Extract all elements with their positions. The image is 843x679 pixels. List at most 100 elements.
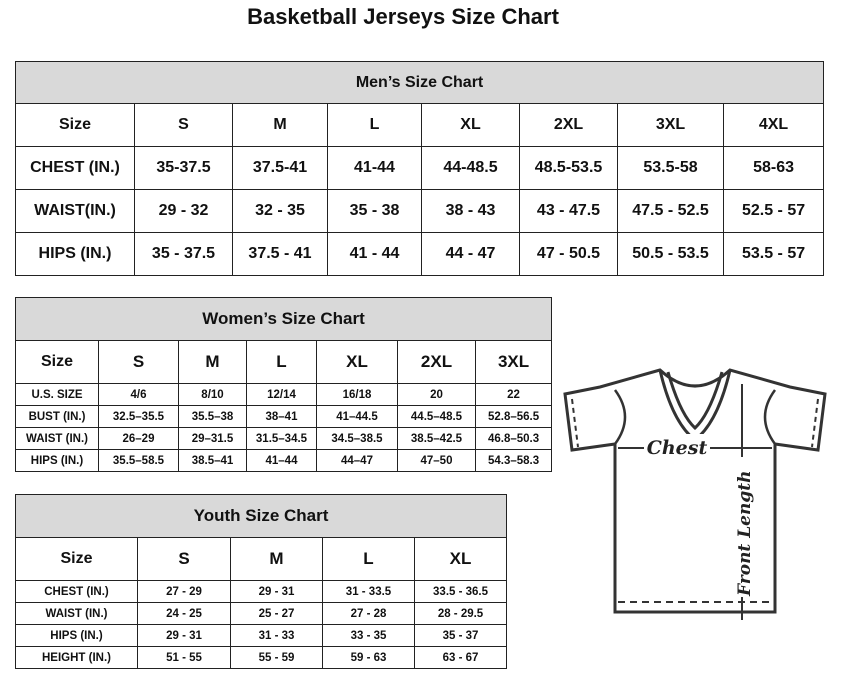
table-cell: 38.5–41 <box>178 449 247 472</box>
table-cell: 28 - 29.5 <box>413 602 508 625</box>
chest-label: Chest <box>647 437 708 459</box>
table-cell: 53.5 - 57 <box>722 232 825 276</box>
table-cell: 8/10 <box>178 383 247 406</box>
table-cell: 35.5–58.5 <box>98 449 179 472</box>
row-label: WAIST(IN.) <box>15 189 135 233</box>
table-cell: 38.5–42.5 <box>397 427 476 450</box>
size-column-header: 3XL <box>474 340 553 384</box>
table-row: WAIST (IN.) 26–29 29–31.5 31.5–34.5 34.5–38.… <box>15 427 553 450</box>
table-row: HIPS (IN.) 35 - 37.5 37.5 - 41 41 - 44 44 - … <box>15 232 825 276</box>
table-cell: 37.5-41 <box>232 146 328 190</box>
table-row: HIPS (IN.) 35.5–58.5 38.5–41 41–44 44–47 47–5… <box>15 449 553 472</box>
table-cell: 44–47 <box>316 449 398 472</box>
size-column-header: 2XL <box>519 103 618 147</box>
table-cell: 12/14 <box>246 383 317 406</box>
size-column-header: M <box>178 340 247 384</box>
size-column-header: S <box>98 340 179 384</box>
front-length-label: Front Length <box>735 471 755 597</box>
size-column-header: S <box>137 537 231 581</box>
size-column-header: 4XL <box>722 103 825 147</box>
row-label: HIPS (IN.) <box>15 624 138 647</box>
jersey-diagram: Chest Front Length <box>563 368 827 620</box>
page-title: Basketball Jerseys Size Chart <box>247 4 559 29</box>
table-cell: 44.5–48.5 <box>397 405 476 428</box>
table-cell: 59 - 63 <box>322 646 415 669</box>
table-cell: 35.5–38 <box>178 405 247 428</box>
size-column-header: XL <box>316 340 398 384</box>
youth-table-title: Youth Size Chart <box>14 494 508 538</box>
mens-size-table: Men’s Size Chart Size S M L XL 2XL 3XL 4XL CHEST… <box>14 61 825 276</box>
table-cell: 41–44.5 <box>316 405 398 428</box>
row-label: HIPS (IN.) <box>15 232 135 276</box>
row-label: Size <box>15 537 138 581</box>
table-cell: 38 - 43 <box>421 189 520 233</box>
row-label: U.S. SIZE <box>15 383 99 406</box>
table-cell: 53.5-58 <box>617 146 724 190</box>
table-row: CHEST (IN.) 35-37.5 37.5-41 41-44 44-48.5 48.… <box>15 146 825 190</box>
table-cell: 52.5 - 57 <box>722 189 825 233</box>
sleeve-hems <box>571 398 819 448</box>
table-cell: 31 - 33 <box>230 624 323 647</box>
table-cell: 48.5-53.5 <box>519 146 618 190</box>
table-cell: 44 - 47 <box>421 232 520 276</box>
size-column-header: XL <box>421 103 520 147</box>
table-cell: 47.5 - 52.5 <box>617 189 724 233</box>
table-cell: 29 - 31 <box>230 580 323 603</box>
row-label: CHEST (IN.) <box>15 146 135 190</box>
table-cell: 25 - 27 <box>230 602 323 625</box>
mens-table-title: Men’s Size Chart <box>14 61 825 104</box>
size-column-header: S <box>134 103 233 147</box>
table-cell: 58-63 <box>722 146 825 190</box>
table-cell: 35-37.5 <box>134 146 233 190</box>
table-cell: 41 - 44 <box>327 232 422 276</box>
row-label: HEIGHT (IN.) <box>15 646 138 669</box>
table-cell: 35 - 38 <box>327 189 422 233</box>
table-cell: 4/6 <box>98 383 179 406</box>
table-cell: 31.5–34.5 <box>246 427 317 450</box>
size-column-header: 3XL <box>617 103 724 147</box>
row-label: HIPS (IN.) <box>15 449 99 472</box>
table-cell: 55 - 59 <box>230 646 323 669</box>
table-cell: 26–29 <box>98 427 179 450</box>
table-cell: 29–31.5 <box>178 427 247 450</box>
table-row: WAIST (IN.) 24 - 25 25 - 27 27 - 28 28 - 29.… <box>15 602 508 625</box>
table-cell: 27 - 28 <box>322 602 415 625</box>
table-row: CHEST (IN.) 27 - 29 29 - 31 31 - 33.5 33.5 -… <box>15 580 508 603</box>
size-column-header: L <box>327 103 422 147</box>
size-header-row: Size S M L XL 2XL 3XL 4XL <box>15 103 825 147</box>
table-cell: 47 - 50.5 <box>519 232 618 276</box>
table-cell: 38–41 <box>246 405 317 428</box>
table-cell: 63 - 67 <box>413 646 508 669</box>
table-cell: 35 - 37.5 <box>134 232 233 276</box>
table-cell: 29 - 32 <box>134 189 233 233</box>
table-cell: 33.5 - 36.5 <box>413 580 508 603</box>
size-column-header: XL <box>413 537 508 581</box>
womens-table-title: Women’s Size Chart <box>14 297 553 341</box>
row-label: Size <box>15 103 135 147</box>
table-cell: 16/18 <box>316 383 398 406</box>
table-cell: 46.8–50.3 <box>474 427 553 450</box>
table-cell: 54.3–58.3 <box>474 449 553 472</box>
table-cell: 20 <box>397 383 476 406</box>
table-cell: 34.5–38.5 <box>316 427 398 450</box>
sleeve-seams <box>613 389 777 445</box>
size-header-row: Size S M L XL <box>15 537 508 581</box>
table-cell: 27 - 29 <box>137 580 231 603</box>
table-row: BUST (IN.) 32.5–35.5 35.5–38 38–41 41–44.5 44… <box>15 405 553 428</box>
table-cell: 32.5–35.5 <box>98 405 179 428</box>
table-cell: 43 - 47.5 <box>519 189 618 233</box>
row-label: Size <box>15 340 99 384</box>
table-row: HEIGHT (IN.) 51 - 55 55 - 59 59 - 63 63 - 67 <box>15 646 508 669</box>
womens-size-table: Women’s Size Chart Size S M L XL 2XL 3XL U.S. S… <box>14 297 553 472</box>
size-column-header: M <box>232 103 328 147</box>
row-label: WAIST (IN.) <box>15 427 99 450</box>
table-cell: 33 - 35 <box>322 624 415 647</box>
table-row: U.S. SIZE 4/6 8/10 12/14 16/18 20 22 <box>15 383 553 406</box>
table-cell: 35 - 37 <box>413 624 508 647</box>
size-column-header: L <box>322 537 415 581</box>
shirt-outline <box>563 368 827 614</box>
size-column-header: M <box>230 537 323 581</box>
table-cell: 24 - 25 <box>137 602 231 625</box>
size-column-header: L <box>246 340 317 384</box>
table-cell: 41-44 <box>327 146 422 190</box>
